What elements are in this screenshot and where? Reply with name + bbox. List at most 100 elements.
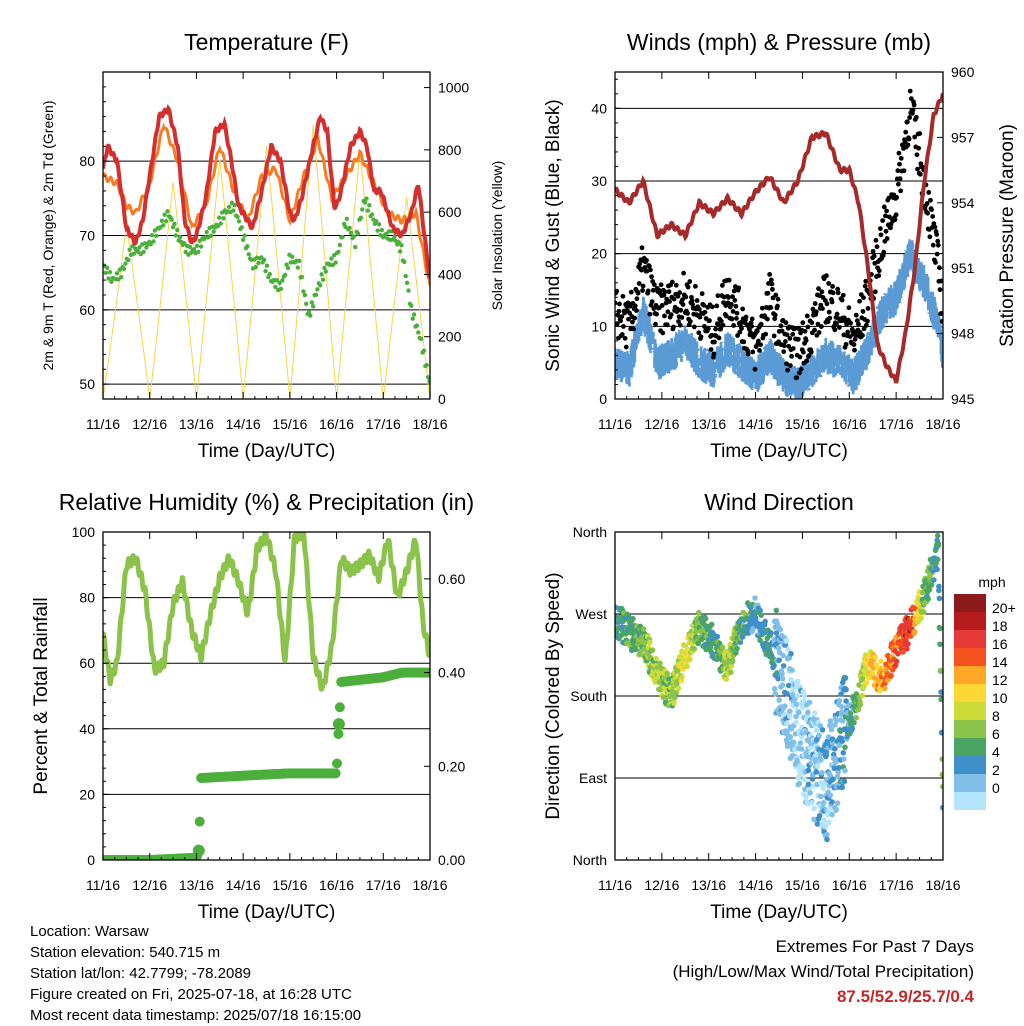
point-gust	[709, 332, 715, 338]
point-gust	[676, 319, 681, 324]
point-gust	[712, 339, 717, 345]
point-td	[376, 222, 382, 227]
latlon-text: Station lat/lon: 42.7799; -78.2089	[30, 965, 252, 982]
point-td	[232, 202, 237, 208]
point-direction	[843, 686, 849, 693]
point-direction	[793, 701, 800, 708]
point-gust	[615, 321, 620, 327]
point-td	[159, 218, 165, 223]
series-solar-insolation	[103, 124, 430, 399]
point-gust	[848, 320, 853, 326]
point-gust	[713, 326, 719, 332]
x-tick-label: 17/16	[366, 416, 401, 432]
point-td	[379, 227, 385, 233]
point-direction	[824, 836, 830, 843]
point-td	[123, 261, 128, 266]
point-td	[399, 242, 404, 248]
point-direction	[793, 719, 799, 726]
point-gust	[729, 316, 735, 322]
point-td	[311, 304, 316, 309]
point-gust	[616, 308, 622, 314]
point-gust	[694, 298, 700, 303]
point-direction	[900, 649, 906, 655]
point-gust	[865, 306, 871, 311]
point-td	[231, 208, 236, 213]
point-gust	[660, 330, 666, 336]
point-gust	[620, 293, 626, 299]
point-direction	[821, 817, 827, 824]
point-gust	[709, 304, 715, 310]
point-gust	[915, 166, 920, 172]
point-gust	[714, 303, 720, 309]
x-tick-label: 11/16	[598, 877, 632, 893]
point-gust	[623, 344, 629, 350]
x-tick-label: 18/16	[412, 416, 447, 432]
point-direction	[775, 645, 782, 651]
point-gust	[937, 265, 942, 271]
x-tick-label: 15/16	[785, 877, 820, 893]
series-total-rainfall	[103, 667, 430, 860]
extremes-subtitle: (High/Low/Max Wind/Total Precipitation)	[672, 962, 974, 981]
point-direction	[832, 746, 838, 752]
point-gust	[871, 253, 877, 259]
point-direction	[757, 637, 763, 644]
point-td	[226, 204, 232, 210]
point-direction	[926, 586, 933, 593]
point-gust	[854, 318, 860, 324]
plot-area	[615, 532, 943, 860]
point-td	[351, 234, 357, 239]
point-direction	[780, 663, 787, 669]
point-direction	[829, 799, 835, 805]
point-gust	[615, 312, 621, 318]
point-td	[221, 216, 226, 221]
point-gust	[798, 366, 804, 372]
point-direction	[779, 670, 785, 677]
point-direction	[679, 648, 685, 655]
y-tick-label-right: 0.60	[438, 571, 465, 587]
point-gust	[813, 309, 819, 315]
y-axis-label: Sonic Wind & Gust (Blue, Black)	[543, 99, 564, 371]
y-tick-label: 20	[79, 786, 95, 802]
point-direction	[882, 685, 888, 692]
point-td	[353, 244, 358, 250]
plot-frame	[614, 71, 944, 400]
point-td	[117, 267, 123, 272]
point-gust	[662, 289, 668, 295]
point-direction	[834, 773, 841, 780]
point-gust	[901, 168, 907, 174]
created-text: Figure created on Fri, 2025-07-18, at 16…	[30, 986, 352, 1003]
point-gust	[767, 272, 773, 277]
point-direction	[809, 799, 815, 806]
point-gust	[731, 323, 737, 328]
x-tick-label: 16/16	[832, 416, 867, 432]
point-gust	[905, 142, 911, 148]
point-gust	[755, 338, 761, 344]
extremes-title: Extremes For Past 7 Days	[775, 937, 974, 956]
point-gust	[639, 245, 645, 251]
point-gust	[812, 327, 818, 333]
point-gust	[645, 288, 651, 294]
point-direction	[940, 783, 943, 790]
point-direction	[842, 675, 849, 681]
point-direction	[827, 718, 834, 724]
point-direction	[752, 595, 758, 601]
point-direction	[657, 660, 663, 666]
point-td	[256, 260, 261, 266]
point-direction	[872, 654, 879, 660]
point-direction	[856, 682, 862, 688]
y-tick-label-right: 400	[438, 266, 462, 282]
point-direction	[830, 776, 836, 782]
point-direction	[843, 698, 849, 704]
point-gust	[790, 346, 796, 351]
chart-title: Relative Humidity (%) & Precipitation (i…	[59, 489, 474, 515]
point-td	[406, 288, 411, 293]
point-direction	[630, 615, 636, 622]
point-gust	[857, 298, 862, 304]
point-td	[409, 303, 414, 309]
point-gust	[830, 284, 836, 289]
point-gust	[895, 181, 901, 187]
point-gust	[881, 204, 887, 210]
point-gust	[795, 336, 801, 342]
x-tick-label: 14/16	[738, 877, 773, 893]
y-tick-label: 60	[79, 302, 95, 318]
